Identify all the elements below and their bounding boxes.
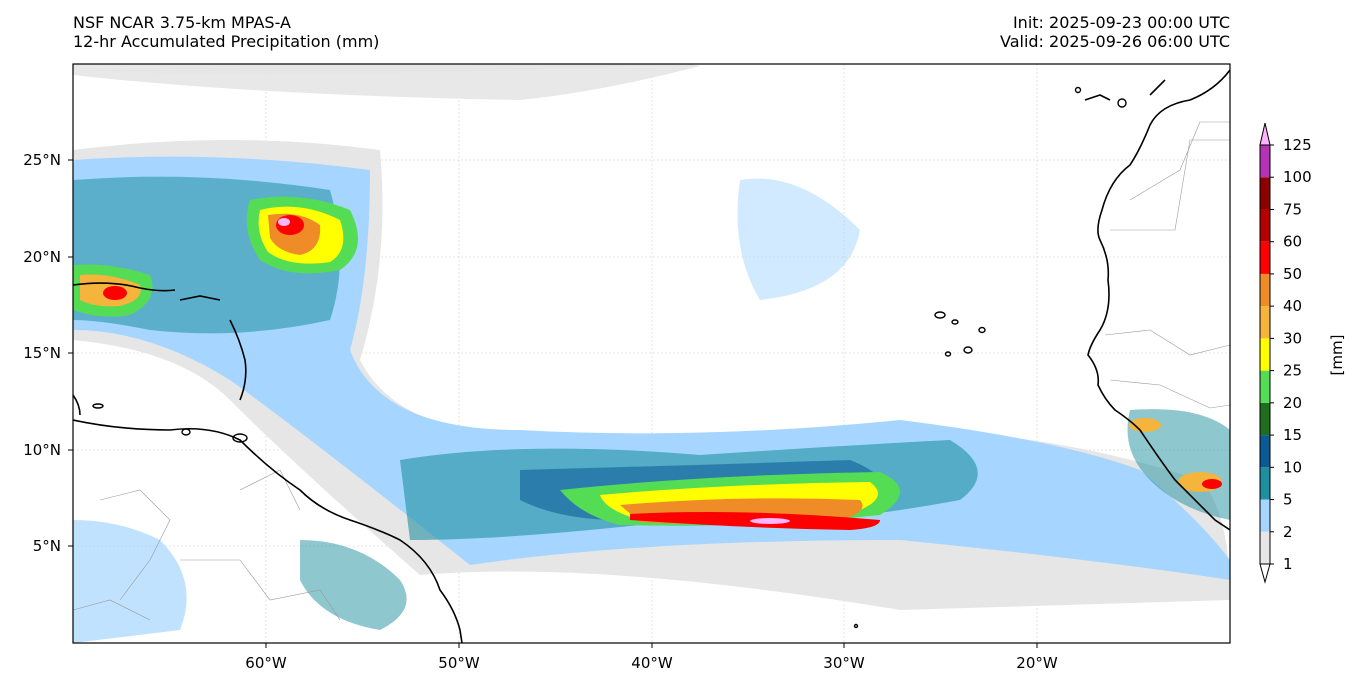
- lon-tick-label: 50°W: [438, 654, 480, 672]
- colorbar-tick-label: 60: [1283, 233, 1302, 251]
- lon-labels: 60°W 50°W 40°W 30°W 20°W: [245, 654, 1058, 672]
- colorbar-tick-label: 25: [1283, 362, 1302, 380]
- lat-tick-label: 20°N: [23, 248, 61, 266]
- colorbar-segment: [1260, 370, 1270, 403]
- colorbar-segment: [1260, 402, 1270, 436]
- colorbar-segment: [1260, 306, 1270, 339]
- lat-tick-label: 10°N: [23, 441, 61, 459]
- colorbar-tick-label: 125: [1283, 136, 1312, 154]
- map-content: [73, 64, 1230, 643]
- colorbar-extend-max: [1259, 122, 1271, 146]
- colorbar-tick-label: 50: [1283, 265, 1302, 283]
- colorbar-tick-label: 5: [1283, 491, 1293, 509]
- axis-ticks: [68, 159, 1038, 648]
- lon-tick-label: 40°W: [631, 654, 673, 672]
- lat-tick-label: 15°N: [23, 344, 61, 362]
- colorbar-tick-label: 100: [1283, 168, 1312, 186]
- colorbar-tick-label: 2: [1283, 523, 1293, 541]
- colorbar-tick-label: 30: [1283, 329, 1302, 347]
- colorbar-tick-label: 75: [1283, 200, 1302, 218]
- colorbar-tick-label: 1: [1283, 555, 1293, 573]
- title-block: NSF NCAR 3.75-km MPAS-A 12-hr Accumulate…: [73, 13, 379, 51]
- colorbar-tick-label: 20: [1283, 394, 1302, 412]
- lon-tick-label: 30°W: [823, 654, 865, 672]
- precip-light: [73, 64, 1230, 643]
- colorbar-tick-label: 40: [1283, 297, 1302, 315]
- colorbar-tick-label: 10: [1283, 458, 1302, 476]
- precip-heavy: [73, 196, 1222, 530]
- colorbar-segment: [1260, 531, 1270, 564]
- colorbar-segment: [1260, 273, 1270, 307]
- colorbar-segment: [1260, 145, 1270, 178]
- colorbar-segment: [1260, 499, 1270, 532]
- valid-time: Valid: 2025-09-26 06:00 UTC: [999, 32, 1230, 51]
- lon-tick-label: 60°W: [245, 654, 287, 672]
- field-title: 12-hr Accumulated Precipitation (mm): [73, 32, 380, 51]
- time-block: Init: 2025-09-23 00:00 UTC Valid: 2025-0…: [1000, 13, 1230, 51]
- country-borders: [73, 121, 1230, 621]
- colorbar-frame: [1259, 144, 1271, 565]
- colorbar-label: [mm]: [1328, 335, 1346, 376]
- model-title: NSF NCAR 3.75-km MPAS-A: [73, 13, 291, 32]
- islands: [92, 86, 1127, 629]
- lat-tick-label: 25°N: [23, 151, 61, 169]
- lon-tick-label: 20°W: [1016, 654, 1058, 672]
- colorbar-segment: [1260, 435, 1270, 468]
- colorbar-extend-min: [1259, 563, 1271, 584]
- init-time: Init: 2025-09-23 00:00 UTC: [1012, 13, 1230, 32]
- colorbar-segment: [1260, 467, 1270, 500]
- colorbar-tick-label: 15: [1283, 426, 1302, 444]
- colorbar-segment: [1260, 338, 1270, 371]
- colorbar-segment: [1260, 209, 1270, 242]
- lat-labels: 25°N 20°N 15°N 10°N 5°N: [23, 151, 61, 555]
- colorbar-segment: [1260, 241, 1270, 274]
- colorbar-segment: [1260, 177, 1270, 210]
- coastlines: [73, 69, 1230, 643]
- lat-tick-label: 5°N: [33, 537, 61, 555]
